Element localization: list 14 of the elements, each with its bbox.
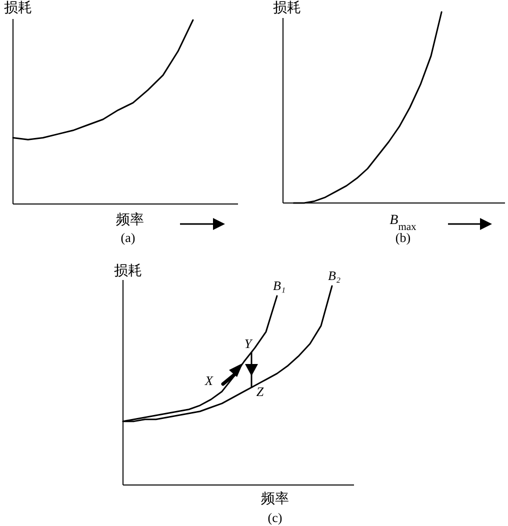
series-label: B₂ bbox=[328, 268, 341, 283]
text: (c) bbox=[268, 510, 282, 525]
annotation: Y bbox=[244, 336, 254, 351]
x-axis-title: 频率 bbox=[116, 212, 144, 228]
series-label: B₁ bbox=[273, 278, 286, 293]
annotation: Z bbox=[256, 384, 264, 399]
y-axis-title: 损耗 bbox=[4, 0, 32, 16]
y-axis-title: 损耗 bbox=[114, 263, 142, 279]
text: (b) bbox=[395, 230, 411, 245]
annotation: X bbox=[204, 373, 214, 388]
x-axis-title: 频率 bbox=[261, 491, 289, 507]
text: (a) bbox=[120, 230, 136, 245]
x-axis-title: B$_{max}$ bbox=[390, 213, 418, 232]
y-axis-title: 损耗 bbox=[273, 0, 301, 16]
